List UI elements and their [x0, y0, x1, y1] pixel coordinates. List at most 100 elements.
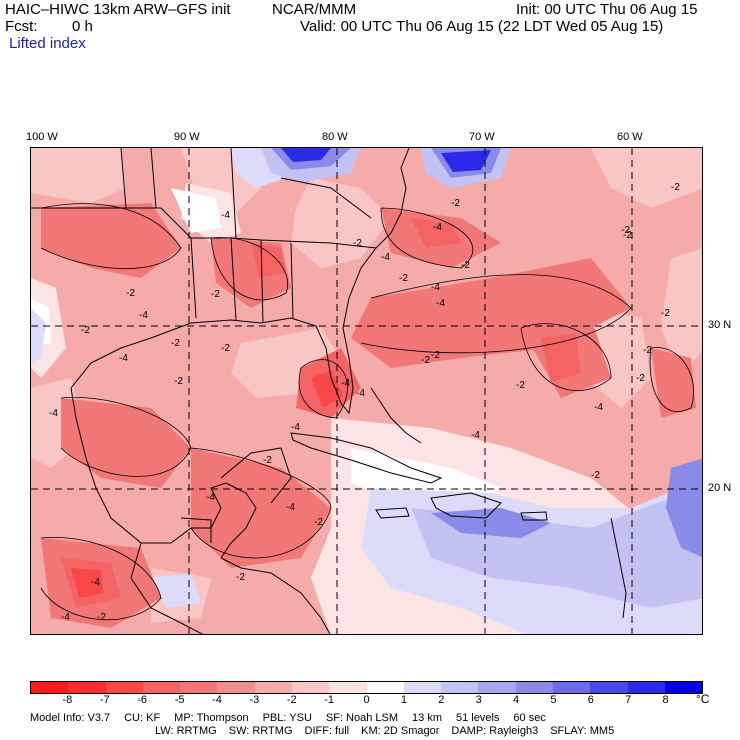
- contour-label: -2: [591, 470, 600, 481]
- contour-label: -2: [399, 273, 408, 284]
- contour-label: -2: [236, 572, 245, 583]
- lifted-index-map: -2 -4 -2 -4 -2 -4 -2 -4 -2 -2 -4 -2 -2 -…: [30, 147, 703, 635]
- colorbar-segment: [105, 682, 143, 693]
- lat-label-30n: 30 N: [708, 319, 732, 331]
- colorbar-segment: [254, 682, 292, 693]
- contour-label: -4: [119, 353, 128, 364]
- colorbar-segment: [478, 682, 516, 693]
- lon-label-80w: 80 W: [322, 131, 348, 143]
- model-info-item: LW: RRTMG: [155, 725, 217, 737]
- colorbar-tick-label: -5: [174, 694, 185, 706]
- contour-label: -4: [381, 252, 390, 263]
- model-title: HAIC–HIWC 13km ARW–GFS init: [5, 1, 231, 18]
- contour-label: -2: [263, 455, 272, 466]
- model-info-item: KM: 2D Smagor: [361, 725, 440, 737]
- colorbar-tick-label: -6: [137, 694, 148, 706]
- model-info-item: Model Info: V3.7: [30, 712, 111, 724]
- field-name: Lifted index: [9, 35, 86, 52]
- colorbar-segment: [180, 682, 218, 693]
- colorbar-tick-label: 7: [625, 694, 632, 706]
- colorbar-segment: [515, 682, 553, 693]
- colorbar-ticks: -8 -7 -6 -5 -4 -3 -2 -1 0 1 2 3 4 5 6 7 8: [30, 695, 703, 707]
- contour-label: -2: [621, 225, 630, 236]
- contour-label: -2: [661, 308, 670, 319]
- contour-label: -4: [433, 222, 442, 233]
- contour-label: -2: [126, 288, 135, 299]
- colorbar-segment: [627, 682, 665, 693]
- lon-label-100w: 100 W: [26, 131, 58, 143]
- colorbar-tick-label: -3: [249, 694, 260, 706]
- colorbar-segment: [291, 682, 330, 693]
- model-info-line-1: Model Info: V3.7 CU: KF MP: Thompson PBL: Y…: [30, 712, 560, 724]
- contour-label: -2: [97, 612, 106, 623]
- contour-label: -4: [341, 378, 350, 389]
- contour-label: -2: [421, 355, 430, 366]
- lon-label-60w: 60 W: [617, 131, 643, 143]
- colorbar-segment: [31, 682, 69, 693]
- model-info-line-2: LW: RRTMG SW: RRTMG DIFF: full KM: 2D Smago…: [155, 725, 626, 737]
- map-canvas: -2 -4 -2 -4 -2 -4 -2 -4 -2 -2 -4 -2 -2 -…: [31, 148, 702, 634]
- contour-label: -2: [211, 289, 220, 300]
- contour-label: -4: [49, 408, 58, 419]
- colorbar-segment: [441, 682, 479, 693]
- colorbar-unit: °C: [696, 692, 710, 706]
- lon-label-90w: 90 W: [174, 131, 200, 143]
- colorbar-segment: [142, 682, 181, 693]
- colorbar-segment: [403, 682, 442, 693]
- colorbar-tick-label: 8: [662, 694, 669, 706]
- colorbar-tick-label: 0: [363, 694, 370, 706]
- center-label: NCAR/MMM: [272, 1, 357, 18]
- colorbar-segment: [68, 682, 106, 693]
- model-info-item: SW: RRTMG: [228, 725, 293, 737]
- contour-label: -4: [221, 210, 230, 221]
- forecast-label: Fcst:: [5, 18, 38, 35]
- field-strong-blue: [281, 148, 491, 172]
- contour-label: -4: [594, 402, 603, 413]
- contour-label: -4: [436, 298, 445, 309]
- colorbar-segment: [366, 682, 404, 693]
- contour-label: -4: [291, 422, 300, 433]
- contour-label-group: -2 -4 -2 -4 -2 -4 -2 -4 -2 -2 -4 -2 -2 -…: [49, 182, 680, 623]
- contour-label: -4: [471, 430, 480, 441]
- forecast-hour: 0 h: [72, 18, 93, 35]
- lat-label-20n: 20 N: [708, 482, 732, 494]
- model-info-item: 51 levels: [456, 712, 500, 724]
- colorbar-segment: [590, 682, 628, 693]
- contour-label: -2: [174, 376, 183, 387]
- colorbar-tick-label: -7: [99, 694, 110, 706]
- model-info-item: 13 km: [412, 712, 442, 724]
- contour-label: -2: [171, 338, 180, 349]
- contour-label: -2: [81, 325, 90, 336]
- contour-label: -2: [636, 373, 645, 384]
- colorbar-tick-label: -1: [324, 694, 334, 706]
- contour-label: -4: [206, 492, 215, 503]
- colorbar-segment: [552, 682, 591, 693]
- model-info-item: PBL: YSU: [262, 712, 312, 724]
- colorbar-tick-label: 6: [587, 694, 594, 706]
- model-info-item: DIFF: full: [304, 725, 350, 737]
- contour-label: -2: [221, 343, 230, 354]
- init-time: Init: 00 UTC Thu 06 Aug 15: [516, 1, 698, 18]
- field-deep-red: [71, 370, 343, 598]
- colorbar-segment: [664, 682, 703, 693]
- contour-label: -2: [353, 238, 362, 249]
- model-info-item: DAMP: Rayleigh3: [451, 725, 539, 737]
- contour-label: -2: [671, 182, 680, 193]
- contour-label: -2: [314, 517, 323, 528]
- colorbar-tick-label: 2: [438, 694, 445, 706]
- contour-label: -2: [451, 198, 460, 209]
- contour-label: -4: [61, 612, 70, 623]
- colorbar-tick-label: -8: [62, 694, 73, 706]
- model-info-item: CU: KF: [124, 712, 161, 724]
- contour-label: -4: [431, 282, 440, 293]
- colorbar-segment: [217, 682, 255, 693]
- model-info-item: 60 sec: [513, 712, 546, 724]
- model-info-item: SF: Noah LSM: [325, 712, 399, 724]
- colorbar-tick-label: -2: [286, 694, 297, 706]
- contour-label: -2: [461, 260, 470, 271]
- colorbar: [30, 681, 703, 694]
- colorbar-tick-label: 1: [400, 694, 407, 706]
- contour-label: -4: [91, 577, 100, 588]
- contour-lines: [40, 203, 694, 621]
- contour-label: -4: [286, 502, 295, 513]
